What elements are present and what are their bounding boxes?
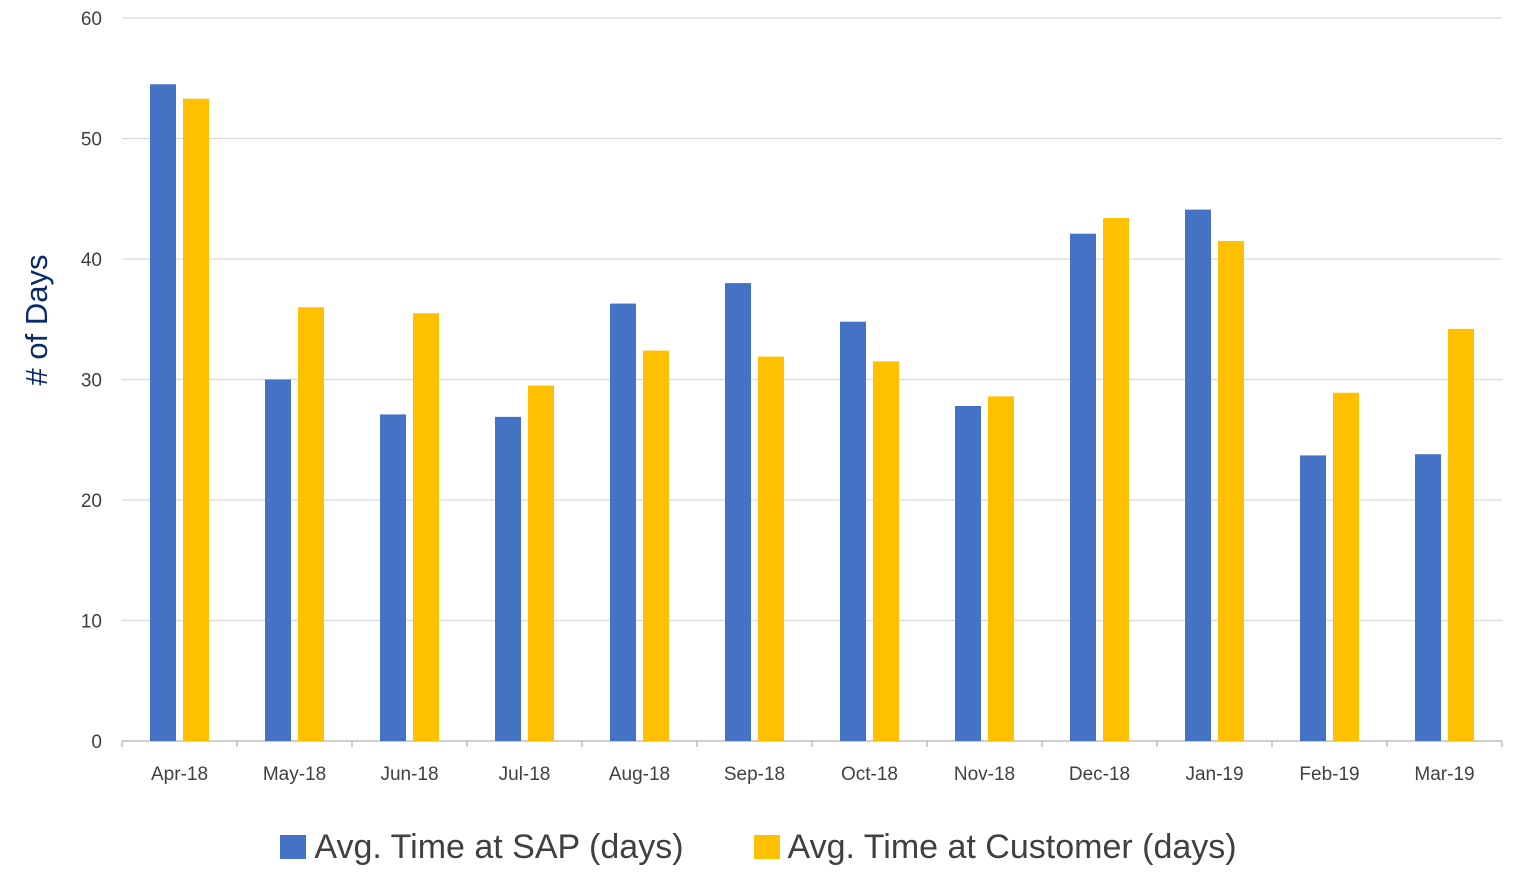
bar-customer (873, 361, 899, 741)
x-tick-label: Mar-19 (1414, 764, 1474, 785)
legend-label-sap: Avg. Time at SAP (days) (314, 827, 684, 866)
legend-swatch-sap (280, 835, 307, 859)
x-tick-labels: Apr-18 May-18 Jun-18 Jul-18 Aug-18 Sep-18 Oct-… (151, 764, 1475, 785)
x-tick-label: Oct-18 (841, 764, 898, 785)
bar-sap (1070, 233, 1096, 741)
bar-sap (495, 416, 521, 741)
x-tick-label: Aug-18 (609, 764, 670, 785)
bar-sap (1300, 455, 1326, 741)
x-tick-label: Sep-18 (724, 764, 785, 785)
gridlines (122, 17, 1502, 622)
bar-sap (1185, 209, 1211, 742)
y-tick-label: 10 (81, 612, 102, 633)
bar-sap (955, 406, 981, 741)
x-tick-label: Feb-19 (1299, 764, 1359, 785)
x-tick-label: Nov-18 (954, 764, 1015, 785)
bar-customer (758, 356, 784, 741)
bar-sap (1415, 454, 1441, 741)
y-tick-labels: 0 10 20 30 40 50 60 (81, 9, 102, 753)
y-axis-title: # of Days (19, 254, 54, 386)
legend-label-customer: Avg. Time at Customer (days) (787, 827, 1237, 866)
y-tick-label: 60 (81, 9, 102, 30)
bar-sap (150, 84, 176, 741)
legend-item-sap: Avg. Time at SAP (days) (280, 827, 684, 867)
y-tick-label: 30 (81, 371, 102, 392)
bar-sap (380, 414, 406, 741)
bar-customer (643, 350, 669, 741)
y-tick-label: 20 (81, 491, 102, 512)
bar-customer (1448, 328, 1474, 741)
bars (150, 84, 1474, 742)
bar-customer (298, 307, 324, 741)
x-tick-label: Jun-18 (380, 764, 438, 785)
legend-swatch-customer (753, 835, 780, 859)
bar-sap (265, 379, 291, 741)
bar-customer (1218, 240, 1244, 742)
bar-customer (1103, 218, 1129, 741)
bar-sap (840, 321, 866, 741)
x-tick-label: Dec-18 (1069, 764, 1130, 785)
bar-customer (183, 98, 209, 742)
y-tick-label: 40 (81, 250, 102, 271)
x-tick-label: Jul-18 (499, 764, 551, 785)
y-tick-label: 50 (81, 130, 102, 151)
bar-customer (413, 313, 439, 741)
bar-customer (528, 385, 554, 741)
bar-customer (988, 396, 1014, 741)
legend: Avg. Time at SAP (days) Avg. Time at Cus… (0, 822, 1517, 872)
x-tick-label: May-18 (263, 764, 326, 785)
bar-sap (610, 303, 636, 741)
legend-item-customer: Avg. Time at Customer (days) (753, 827, 1237, 867)
x-tick-label: Jan-19 (1185, 764, 1243, 785)
y-tick-label: 0 (91, 732, 102, 753)
x-axis (121, 740, 1503, 747)
bar-sap (725, 283, 751, 741)
bar-customer (1333, 392, 1359, 741)
bar-chart: 0 10 20 30 40 50 60 Apr-18 May-18 Jun-18 Jul-18 Au… (81, 9, 1503, 785)
x-tick-label: Apr-18 (151, 764, 208, 785)
